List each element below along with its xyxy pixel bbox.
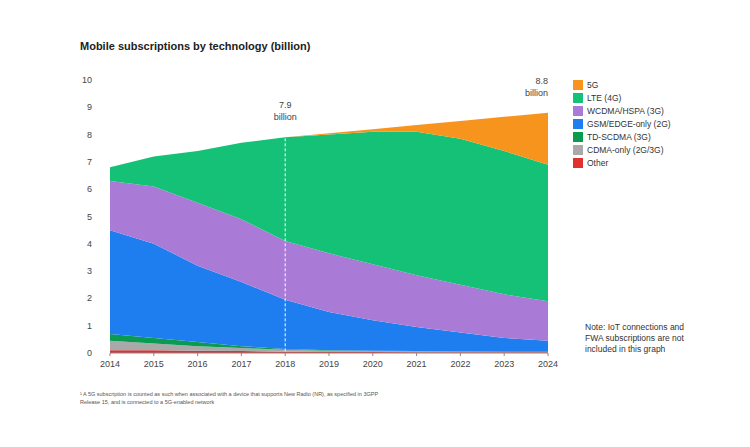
annotation: 8.8 billion [525, 76, 548, 98]
y-tick-label: 6 [87, 184, 92, 194]
y-tick-label: 10 [82, 75, 92, 85]
legend-swatch [573, 158, 583, 168]
annotation-line-text: 7.9 [279, 100, 292, 110]
note: Note: IoT connections and FWA subscripti… [585, 322, 703, 355]
x-tick-label: 2016 [188, 359, 208, 369]
y-tick-label: 3 [87, 266, 92, 276]
x-tick [329, 353, 330, 356]
x-tick [504, 353, 505, 356]
x-tick-label: 2014 [100, 359, 120, 369]
y-tick-label: 1 [87, 321, 92, 331]
annotation-line [285, 128, 286, 353]
annotation-line-text: billion [525, 88, 548, 98]
legend-label: 5G [587, 80, 598, 90]
area [110, 113, 548, 168]
footnote: ¹ A 5G subscription is counted as such w… [80, 390, 380, 406]
annotation-line-text: 8.8 [535, 76, 548, 86]
legend-label: GSM/EDGE-only (2G) [587, 119, 671, 129]
y-tick-label: 8 [87, 130, 92, 140]
annotation: 7.9 billion [274, 100, 297, 122]
y-tick-label: 7 [87, 157, 92, 167]
x-tick [285, 353, 286, 356]
x-tick [416, 353, 417, 356]
x-tick [153, 353, 154, 356]
legend-swatch [573, 106, 583, 116]
x-tick-label: 2024 [538, 359, 558, 369]
legend-swatch [573, 119, 583, 129]
x-tick [197, 353, 198, 356]
y-tick-label: 4 [87, 239, 92, 249]
y-tick-label: 9 [87, 102, 92, 112]
x-tick-label: 2020 [363, 359, 383, 369]
x-tick [110, 353, 111, 356]
title: Mobile subscriptions by technology (bill… [80, 40, 311, 52]
x-tick-label: 2018 [275, 359, 295, 369]
area [110, 132, 548, 301]
legend-label: LTE (4G) [587, 93, 621, 103]
legend-swatch [573, 132, 583, 142]
legend-label: Other [587, 158, 608, 168]
legend-label: CDMA-only (2G/3G) [587, 145, 664, 155]
legend-label: TD-SCDMA (3G) [587, 132, 651, 142]
legend-label: WCDMA/HSPA (3G) [587, 106, 664, 116]
legend-swatch [573, 93, 583, 103]
x-tick [460, 353, 461, 356]
legend-swatch [573, 80, 583, 90]
x-tick [548, 353, 549, 356]
areas [110, 113, 548, 353]
annotation-line-text: billion [274, 112, 297, 122]
x-tick-label: 2021 [407, 359, 427, 369]
x-tick-label: 2022 [450, 359, 470, 369]
x-tick-label: 2015 [144, 359, 164, 369]
y-tick-label: 0 [87, 348, 92, 358]
x-tick [241, 353, 242, 356]
x-tick-label: 2023 [494, 359, 514, 369]
x-tick [372, 353, 373, 356]
x-tick-label: 2017 [231, 359, 251, 369]
x-tick-label: 2019 [319, 359, 339, 369]
y-tick-label: 5 [87, 212, 92, 222]
y-tick-label: 2 [87, 293, 92, 303]
legend-swatch [573, 145, 583, 155]
chart: Mobile subscriptions by technology (bill… [0, 0, 750, 447]
